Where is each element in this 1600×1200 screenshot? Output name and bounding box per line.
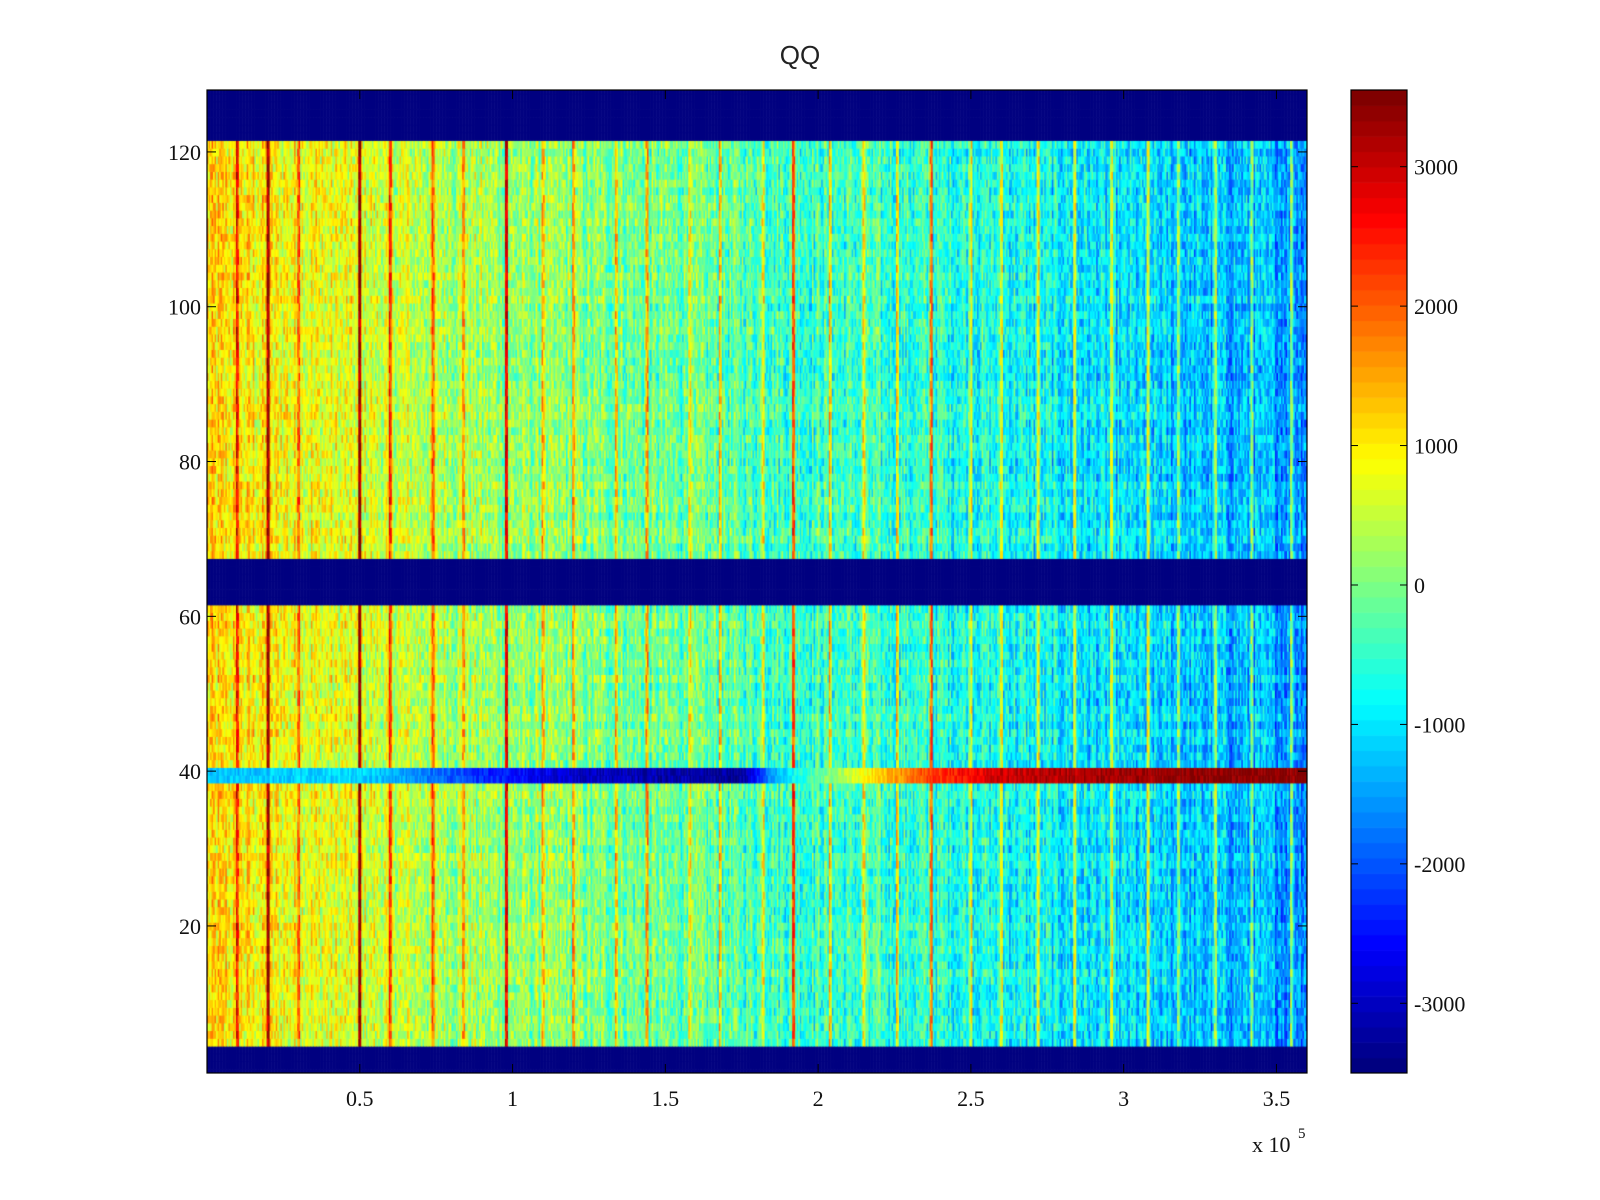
heatmap-image	[207, 90, 1307, 1073]
x-tick-label: 2	[813, 1086, 824, 1111]
colorbar-tick-label: -3000	[1414, 991, 1465, 1016]
x-tick-label: 3.5	[1263, 1086, 1291, 1111]
colorbar-tick-label: 0	[1414, 573, 1425, 598]
x-tick-label: 2.5	[957, 1086, 985, 1111]
colorbar-tick-label: 1000	[1414, 434, 1458, 459]
x-tick-label: 1.5	[652, 1086, 680, 1111]
colorbar-image	[1351, 90, 1407, 1073]
x-tick-label: 0.5	[346, 1086, 374, 1111]
x-scale-exponent: 5	[1298, 1126, 1306, 1142]
colorbar-frame	[1350, 89, 1408, 1074]
x-tick-label: 1	[507, 1086, 518, 1111]
y-tick-label: 20	[179, 914, 201, 939]
x-axis: 0.5 1 1.5 2 2.5 3 3.5	[346, 90, 1290, 1111]
x-tick-label: 3	[1118, 1086, 1129, 1111]
y-tick-label: 120	[168, 140, 201, 165]
colorbar-axis: 3000 2000 1000 0 -1000 -2000 -3000	[1351, 155, 1465, 1016]
y-tick-label: 100	[168, 295, 201, 320]
colorbar-tick-label: 3000	[1414, 155, 1458, 180]
colorbar-tick-label: -1000	[1414, 712, 1465, 737]
colorbar-tick-label: 2000	[1414, 294, 1458, 319]
x-scale-label: x 10	[1252, 1132, 1291, 1157]
y-tick-label: 60	[179, 604, 201, 629]
y-tick-label: 80	[179, 450, 201, 475]
y-tick-label: 40	[179, 759, 201, 784]
colorbar-tick-label: -2000	[1414, 852, 1465, 877]
y-axis: 20 40 60 80 100 120	[168, 140, 1307, 939]
chart-title: QQ	[779, 40, 821, 70]
axes-frame	[206, 89, 1308, 1074]
